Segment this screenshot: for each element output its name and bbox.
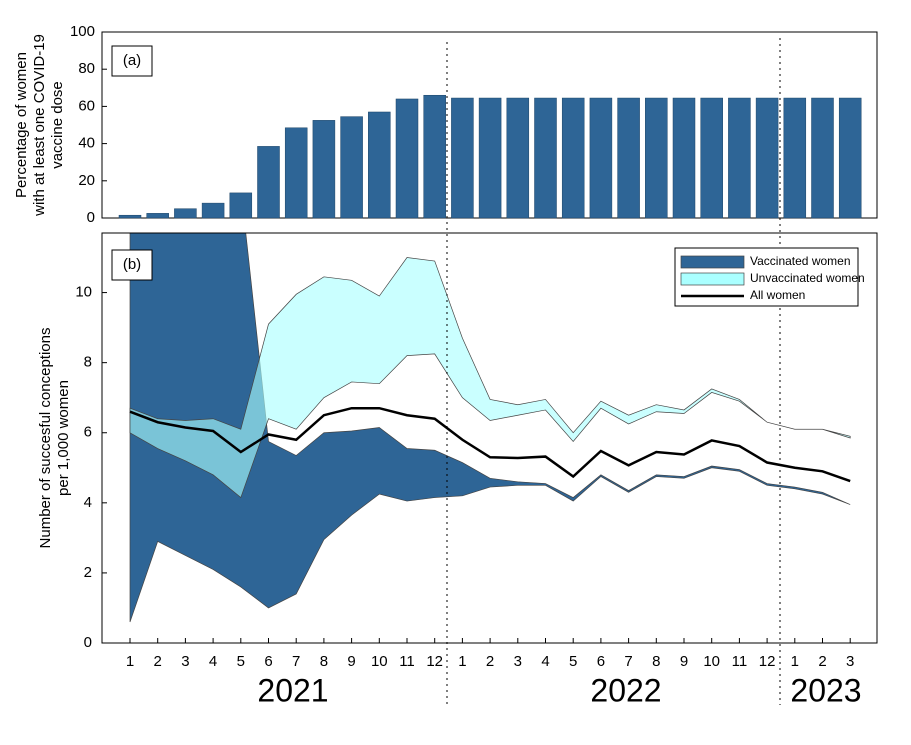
- bar: [118, 214, 142, 219]
- x-tick-label: 5: [569, 653, 577, 670]
- legend-label: All women: [750, 288, 805, 302]
- legend-label: Vaccinated women: [750, 254, 851, 268]
- x-tick-label: 9: [347, 653, 355, 670]
- year-label: 2022: [590, 672, 661, 708]
- x-tick-label: 5: [237, 653, 245, 670]
- year-label: 2021: [257, 672, 328, 708]
- y-tick-label: 10: [75, 284, 92, 301]
- bar: [506, 97, 530, 219]
- x-tick-label: 7: [292, 653, 300, 670]
- x-tick-label: 1: [458, 653, 466, 670]
- legend-swatch: [680, 272, 745, 286]
- bar: [838, 97, 862, 219]
- y-axis-label: Number of succesful conceptions: [37, 328, 54, 549]
- y-tick-label: 4: [84, 494, 92, 511]
- x-tick-label: 11: [732, 653, 748, 670]
- x-tick-label: 10: [371, 653, 388, 670]
- x-tick-label: 10: [703, 653, 720, 670]
- bar: [783, 97, 807, 219]
- x-tick-label: 2: [818, 653, 826, 670]
- y-tick-label: 0: [84, 634, 92, 651]
- x-tick-label: 8: [320, 653, 328, 670]
- band: [129, 233, 851, 623]
- bar: [451, 97, 474, 219]
- y-tick-label: 20: [78, 172, 95, 189]
- bar: [811, 97, 834, 219]
- y-tick-label: 80: [78, 60, 95, 77]
- x-tick-label: 6: [597, 653, 605, 670]
- bar: [395, 98, 419, 219]
- bar: [229, 192, 253, 219]
- bar: [478, 97, 502, 219]
- legend-label: Unvaccinated women: [750, 271, 865, 285]
- x-tick-label: 9: [680, 653, 688, 670]
- x-tick-label: 7: [624, 653, 632, 670]
- x-tick-label: 1: [126, 653, 134, 670]
- bar: [728, 97, 751, 219]
- bar: [368, 111, 391, 219]
- y-tick-label: 6: [84, 424, 92, 441]
- x-tick-label: 6: [264, 653, 272, 670]
- bar: [257, 146, 280, 219]
- bar: [174, 208, 197, 219]
- bar: [534, 97, 557, 219]
- legend-swatch: [680, 255, 745, 269]
- bar: [672, 97, 696, 219]
- panel-a-label-box: [111, 45, 153, 77]
- y-axis-label: vaccine dose: [49, 81, 66, 169]
- panel-label: (a): [123, 52, 141, 69]
- y-tick-label: 8: [84, 354, 92, 371]
- x-tick-label: 12: [426, 653, 443, 670]
- bar: [561, 97, 585, 219]
- y-axis-label: with at least one COVID-19: [31, 34, 48, 217]
- x-tick-label: 2: [154, 653, 162, 670]
- band: [129, 257, 851, 499]
- x-tick-label: 3: [514, 653, 522, 670]
- x-tick-label: 3: [181, 653, 189, 670]
- bar: [312, 120, 336, 219]
- bar: [589, 97, 613, 219]
- panel-label: (b): [123, 256, 141, 273]
- x-tick-label: 11: [399, 653, 415, 670]
- y-axis-label: Percentage of women: [13, 52, 30, 198]
- y-tick-label: 60: [78, 97, 95, 114]
- bar: [201, 202, 225, 219]
- y-axis-label: per 1,000 women: [55, 380, 72, 496]
- x-tick-label: 4: [209, 653, 217, 670]
- line: [129, 406, 851, 483]
- bar: [340, 116, 363, 219]
- x-tick-label: 2: [486, 653, 494, 670]
- bar: [617, 97, 640, 219]
- x-tick-label: 1: [791, 653, 799, 670]
- bar: [700, 97, 723, 219]
- bar: [423, 94, 446, 219]
- x-tick-label: 8: [652, 653, 660, 670]
- x-tick-label: 3: [846, 653, 854, 670]
- bar: [755, 97, 779, 219]
- y-tick-label: 0: [87, 209, 95, 226]
- panel-b-frame: [101, 232, 878, 644]
- panel-b-label-box: [111, 249, 153, 281]
- y-tick-label: 2: [84, 564, 92, 581]
- y-tick-label: 40: [78, 135, 95, 152]
- bar: [284, 127, 308, 219]
- y-tick-label: 100: [70, 23, 95, 40]
- year-label: 2023: [790, 672, 861, 708]
- bar: [146, 213, 169, 219]
- x-tick-label: 4: [541, 653, 549, 670]
- bar: [645, 97, 668, 219]
- x-tick-label: 12: [759, 653, 776, 670]
